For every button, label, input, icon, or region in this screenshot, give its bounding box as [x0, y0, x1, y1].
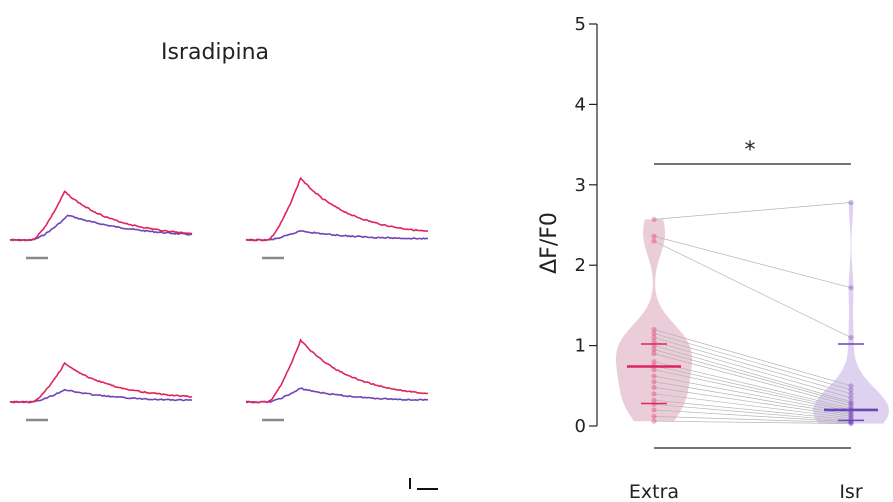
paired-line	[653, 349, 852, 404]
data-point-isr	[848, 403, 854, 409]
data-point-extra	[651, 347, 657, 353]
y-axis-label: ΔF/F0	[537, 212, 562, 274]
isr-trace	[9, 214, 193, 242]
data-point-isr	[848, 413, 854, 419]
y-tick-label: 0	[575, 416, 586, 437]
trace-panels	[9, 176, 429, 422]
paired-line	[653, 381, 852, 416]
data-point-isr	[848, 420, 854, 426]
y-ticks: 0 1 2 3 4 5	[575, 14, 597, 437]
data-point-extra	[651, 216, 657, 222]
trace-panel	[9, 361, 193, 422]
y-tick-label: 1	[575, 336, 586, 357]
data-point-extra	[651, 373, 657, 379]
isr-trace	[245, 387, 429, 404]
data-point-isr	[848, 415, 854, 421]
trace-panel	[245, 176, 429, 260]
summary-marks	[627, 343, 878, 422]
isr-trace	[9, 388, 193, 404]
paired-line	[653, 420, 852, 424]
paired-line	[653, 235, 852, 289]
data-point-extra	[651, 359, 657, 365]
paired-line	[653, 337, 852, 395]
y-tick-label: 5	[575, 14, 586, 35]
data-points	[651, 199, 854, 427]
paired-lines	[653, 202, 852, 424]
paired-line	[653, 393, 852, 419]
paired-line	[653, 399, 852, 420]
category-label-isr: Isr	[839, 481, 863, 502]
scale-bar	[409, 478, 438, 490]
traces-title: Isradipina	[161, 40, 269, 65]
data-point-extra	[651, 384, 657, 391]
paired-line	[653, 353, 852, 407]
data-point-extra	[651, 391, 657, 397]
trace-panel	[245, 338, 429, 422]
paired-line	[653, 202, 852, 220]
extra-trace	[9, 190, 193, 242]
data-point-extra	[651, 238, 657, 244]
paired-line	[653, 375, 852, 414]
paired-line	[653, 361, 852, 409]
data-point-isr	[848, 395, 854, 401]
paired-line	[653, 369, 852, 412]
data-point-isr	[848, 410, 854, 416]
data-point-extra	[651, 418, 657, 424]
y-tick-label: 2	[575, 255, 586, 276]
y-tick-label: 4	[575, 94, 586, 115]
data-point-extra	[651, 338, 657, 345]
data-point-isr	[848, 383, 854, 389]
data-point-isr	[848, 199, 854, 206]
paired-line	[653, 365, 852, 411]
data-point-isr	[848, 285, 854, 291]
data-point-extra	[651, 330, 657, 337]
data-point-extra	[651, 413, 657, 419]
paired-line	[653, 333, 852, 391]
extra-trace	[245, 338, 428, 404]
paired-line	[653, 329, 852, 387]
violin-extra	[616, 219, 692, 422]
violin-isr	[813, 202, 889, 424]
y-tick-label: 3	[575, 175, 586, 196]
data-point-extra	[651, 407, 657, 413]
data-point-isr	[848, 420, 854, 427]
data-point-extra	[651, 326, 657, 333]
data-point-isr	[848, 391, 854, 397]
data-point-extra	[651, 351, 657, 357]
extra-trace	[245, 176, 429, 242]
paired-line	[653, 416, 852, 424]
data-point-isr	[848, 399, 854, 405]
data-point-isr	[848, 412, 854, 418]
data-point-extra	[651, 401, 657, 407]
extra-trace	[9, 361, 193, 404]
paired-line	[653, 345, 852, 403]
paired-line	[653, 240, 852, 338]
data-point-isr	[848, 400, 854, 407]
isr-trace	[245, 229, 429, 242]
trace-panel	[9, 190, 193, 260]
data-point-extra	[651, 233, 657, 239]
data-point-extra	[651, 367, 657, 373]
paired-line	[653, 403, 852, 422]
data-point-extra	[651, 379, 657, 385]
paired-line	[653, 387, 852, 417]
data-point-extra	[651, 334, 657, 341]
paired-line	[653, 341, 852, 399]
violin-plot: 0 1 2 3 4 5 ΔF/F0 * Extra Isr	[537, 14, 889, 502]
data-point-isr	[848, 334, 854, 341]
data-point-isr	[848, 387, 854, 393]
data-point-extra	[651, 397, 657, 403]
violins	[616, 202, 889, 424]
significance-star: *	[745, 138, 756, 163]
paired-line	[653, 409, 852, 423]
category-label-extra: Extra	[629, 481, 679, 502]
